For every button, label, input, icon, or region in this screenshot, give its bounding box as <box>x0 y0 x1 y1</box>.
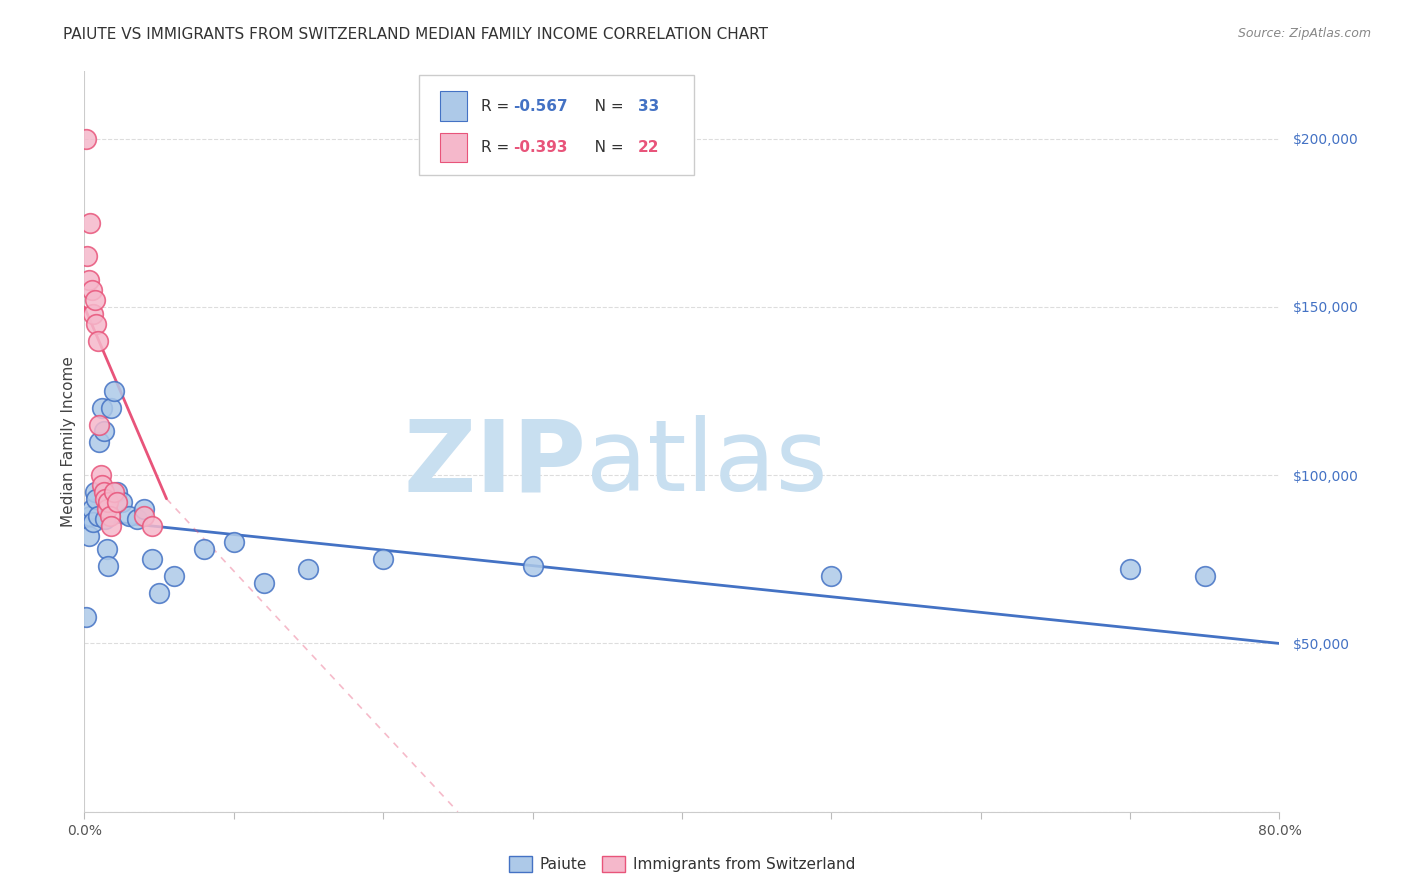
Point <box>222 535 245 549</box>
Point <box>98 508 121 523</box>
Point <box>82 307 104 321</box>
Point <box>118 508 141 523</box>
Text: atlas: atlas <box>586 416 828 512</box>
Point <box>193 542 215 557</box>
Point <box>89 434 111 449</box>
Point <box>132 501 156 516</box>
Point <box>97 495 120 509</box>
Text: 22: 22 <box>638 140 659 155</box>
Point <box>79 508 101 523</box>
Point <box>77 529 100 543</box>
Text: -0.393: -0.393 <box>513 140 568 155</box>
Point <box>94 512 117 526</box>
Point <box>83 293 105 308</box>
Text: PAIUTE VS IMMIGRANTS FROM SWITZERLAND MEDIAN FAMILY INCOME CORRELATION CHART: PAIUTE VS IMMIGRANTS FROM SWITZERLAND ME… <box>63 27 768 42</box>
Point <box>100 401 122 415</box>
Point <box>125 512 148 526</box>
Text: -0.567: -0.567 <box>513 99 568 113</box>
Point <box>148 586 170 600</box>
Point <box>75 131 97 145</box>
Text: R =: R = <box>481 99 515 113</box>
Point <box>75 609 97 624</box>
Point <box>96 501 118 516</box>
Point <box>820 569 842 583</box>
Point <box>96 542 118 557</box>
Y-axis label: Median Family Income: Median Family Income <box>60 356 76 527</box>
Point <box>105 485 128 500</box>
Text: N =: N = <box>581 99 628 113</box>
Point <box>111 495 134 509</box>
Point <box>373 552 395 566</box>
Text: R =: R = <box>481 140 515 155</box>
Point <box>93 425 115 439</box>
Point <box>91 478 114 492</box>
Point <box>163 569 186 583</box>
Point <box>103 485 125 500</box>
Point <box>87 508 110 523</box>
Point <box>86 317 108 331</box>
Point <box>82 516 104 530</box>
FancyBboxPatch shape <box>419 75 695 175</box>
Point <box>79 216 101 230</box>
Point <box>1194 569 1216 583</box>
Point <box>90 468 112 483</box>
Point <box>91 401 114 415</box>
Point <box>77 273 100 287</box>
Point <box>80 283 103 297</box>
Point <box>94 491 117 506</box>
Point <box>93 485 115 500</box>
Point <box>522 559 544 574</box>
Point <box>80 501 103 516</box>
Text: Source: ZipAtlas.com: Source: ZipAtlas.com <box>1237 27 1371 40</box>
Point <box>100 518 122 533</box>
Text: 33: 33 <box>638 99 659 113</box>
Point <box>105 495 128 509</box>
Text: N =: N = <box>581 140 628 155</box>
FancyBboxPatch shape <box>440 91 467 121</box>
Point <box>103 384 125 398</box>
Point <box>89 417 111 432</box>
Text: ZIP: ZIP <box>404 416 586 512</box>
Point <box>87 334 110 348</box>
FancyBboxPatch shape <box>440 133 467 162</box>
Point <box>297 562 319 576</box>
Point <box>141 552 163 566</box>
Point <box>253 575 276 590</box>
Point <box>86 491 108 506</box>
Point <box>97 559 120 574</box>
Point <box>132 508 156 523</box>
Point <box>141 518 163 533</box>
Legend: Paiute, Immigrants from Switzerland: Paiute, Immigrants from Switzerland <box>503 850 860 878</box>
Point <box>1119 562 1142 576</box>
Point <box>83 485 105 500</box>
Point <box>76 250 98 264</box>
